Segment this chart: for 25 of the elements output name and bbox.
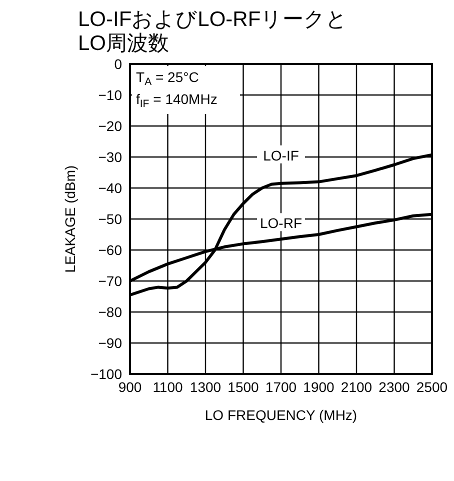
y-tick-label: −70	[98, 272, 122, 289]
x-tick-label: 2500	[416, 378, 448, 395]
x-tick-label: 2300	[378, 378, 410, 395]
y-tick-label: −60	[98, 242, 122, 258]
y-tick-label: −10	[98, 86, 122, 103]
y-tick-label: −20	[98, 118, 122, 134]
y-tick-label: −40	[98, 180, 122, 196]
x-tick-label: 1500	[228, 378, 260, 395]
annotation: f$_{IF}$ = 140MHz	[136, 91, 218, 110]
y-tick-label: −30	[98, 148, 122, 165]
y-tick-label: −90	[98, 334, 122, 351]
series-label: LO-IF	[263, 147, 299, 164]
x-tick-label: 2100	[340, 378, 372, 395]
chart-title: LO-IFおよびLO-RFリークとLO周波数	[78, 8, 349, 56]
y-tick-label: 0	[114, 56, 122, 72]
x-axis-title: LO FREQUENCY (MHz)	[204, 407, 358, 423]
annotation: T$_{A}$ = 25°C	[136, 69, 199, 88]
x-tick-label: 1100	[152, 378, 184, 395]
series-label: LO-RF	[260, 215, 302, 232]
x-tick-label: 1700	[265, 378, 297, 395]
x-tick-label: 1900	[303, 378, 335, 395]
x-tick-label: 1300	[190, 378, 222, 395]
y-axis-title: LEAKAGE (dBm)	[62, 165, 78, 273]
y-tick-label: −50	[98, 210, 122, 227]
y-tick-label: −80	[98, 304, 122, 320]
